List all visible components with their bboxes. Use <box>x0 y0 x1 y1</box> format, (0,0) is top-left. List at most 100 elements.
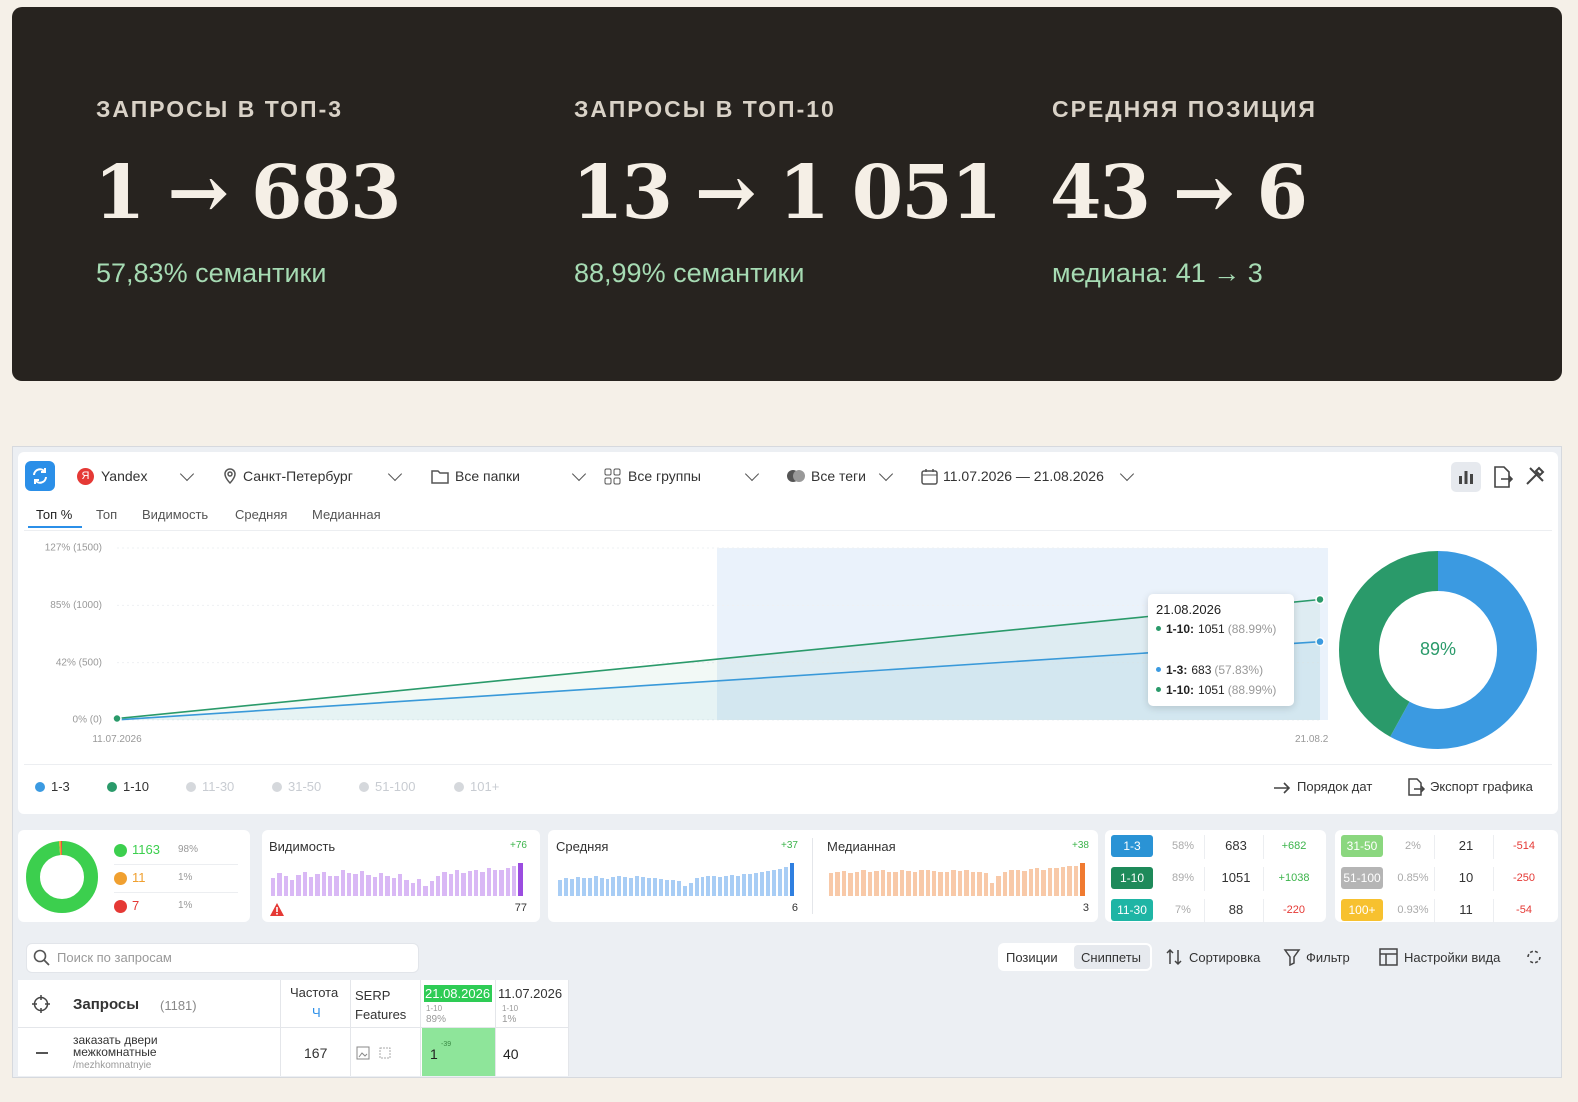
sparkline <box>829 862 1085 896</box>
legend-item[interactable]: 51-100 <box>359 779 415 794</box>
toggle-active <box>1074 945 1150 969</box>
sparkline <box>271 862 523 896</box>
position-cell: 40 <box>503 1046 519 1062</box>
spark-bar <box>653 877 657 896</box>
range-value: 11 <box>1459 902 1473 917</box>
range-value: 10 <box>1458 870 1474 885</box>
spark-bar <box>378 872 384 896</box>
tab[interactable]: Топ % <box>36 507 73 522</box>
filter-button[interactable]: Фильтр <box>1306 950 1350 965</box>
tab[interactable]: Топ <box>96 507 118 522</box>
collapse-icon[interactable] <box>36 1052 48 1054</box>
query-text: заказать двери межкомнатные <box>73 1033 158 1059</box>
view-option[interactable]: Сниппеты <box>1081 950 1142 965</box>
col-divider <box>1493 835 1494 859</box>
spark-bar <box>629 877 634 896</box>
legend-label: 101+ <box>470 779 500 794</box>
spark-bar <box>334 876 339 896</box>
query-url: /mezhkomnatnyie <box>73 1060 152 1071</box>
spark-bar <box>505 867 511 896</box>
tooltip-date: 21.08.2026 <box>1156 602 1222 617</box>
range-share: 2% <box>1405 840 1421 852</box>
col-divider <box>1434 899 1435 923</box>
spark-bar <box>1035 868 1040 896</box>
date-order-button[interactable]: Порядок дат <box>1297 779 1373 794</box>
tab[interactable]: Видимость <box>142 507 209 522</box>
spark-bar <box>467 871 472 896</box>
range-badge: 31-50 <box>1341 835 1383 857</box>
export-icon[interactable] <box>1491 465 1513 489</box>
spark-bar <box>283 876 289 896</box>
y-tick-label: 127% (1500) <box>45 543 102 554</box>
engine-select[interactable]: Yandex <box>101 468 148 484</box>
legend-swatch <box>454 782 464 792</box>
spark-bar <box>397 874 403 896</box>
range-delta: -220 <box>1282 904 1306 916</box>
query-header: Запросы <box>73 996 140 1013</box>
tools-icon[interactable] <box>1524 465 1546 487</box>
tags-select[interactable]: Все теги <box>811 468 866 484</box>
spark-bar <box>558 879 562 896</box>
tab[interactable]: Средняя <box>235 507 288 522</box>
col-divider <box>1493 899 1494 923</box>
range-badge: 51-100 <box>1341 867 1383 889</box>
search-icon <box>33 949 50 966</box>
spark-bar <box>1009 870 1014 896</box>
sort-button[interactable]: Сортировка <box>1189 950 1261 965</box>
search-input[interactable] <box>26 943 419 973</box>
series-line <box>116 598 1321 720</box>
range-delta: -514 <box>1512 840 1536 852</box>
freq-header: Частота <box>290 985 339 1000</box>
spark-bar <box>944 872 950 896</box>
range-value: 88 <box>1228 902 1244 917</box>
spark-bar <box>867 872 873 896</box>
legend-item[interactable]: 11-30 <box>186 779 234 794</box>
legend-item[interactable]: 31-50 <box>272 779 321 794</box>
reset-icon[interactable] <box>1524 947 1544 967</box>
spark-bar <box>759 872 764 896</box>
date-header: 21.08.2026 <box>425 986 491 1001</box>
tooltip-share: (57.83%) <box>1214 663 1264 677</box>
legend-item[interactable]: 1-3 <box>35 779 70 794</box>
tab[interactable]: Медианная <box>312 507 381 522</box>
spark-bar <box>277 872 282 896</box>
spark-bar <box>442 872 447 896</box>
series-point <box>112 713 122 724</box>
spark-bar <box>996 876 1001 896</box>
mini-donut-segment <box>26 841 98 913</box>
bars-icon <box>1459 471 1473 484</box>
x-tick-label: 11.07.2026 <box>92 734 142 745</box>
spark-bar <box>372 876 377 896</box>
tooltip-share: (88.99%) <box>1227 622 1277 636</box>
legend-item[interactable]: 101+ <box>454 779 499 794</box>
y-tick-label: 0% (0) <box>73 715 102 726</box>
spark-bar <box>694 877 699 896</box>
date-header: 11.07.2026 <box>498 986 563 1001</box>
col-divider <box>1493 867 1494 891</box>
date-range-select[interactable]: 11.07.2026 — 21.08.2026 <box>943 468 1104 484</box>
view-settings-button[interactable]: Настройки вида <box>1404 950 1501 965</box>
spark-bar <box>647 878 651 896</box>
query-count: (1181) <box>160 998 197 1013</box>
range-delta: +1038 <box>1278 872 1310 884</box>
folders-select[interactable]: Все папки <box>455 468 520 484</box>
row-divider <box>114 864 238 865</box>
chart-view-button[interactable] <box>1451 462 1481 492</box>
refresh-button[interactable] <box>25 461 55 491</box>
spark-bar <box>321 871 327 896</box>
range-share: 7% <box>1175 904 1191 916</box>
spark-last: 6 <box>791 902 798 914</box>
groups-select[interactable]: Все группы <box>628 468 701 484</box>
tooltip-value: 683 <box>1191 663 1212 677</box>
legend-item[interactable]: 1-10 <box>107 779 149 794</box>
export-chart-button[interactable]: Экспорт графика <box>1430 779 1533 794</box>
view-option[interactable]: Позиции <box>1006 950 1058 965</box>
dot <box>1156 687 1161 692</box>
spark-bar <box>893 872 898 896</box>
spark-title: Средняя <box>556 839 609 854</box>
region-select[interactable]: Санкт-Петербург <box>243 468 353 484</box>
spark-bar <box>641 876 646 896</box>
range-share: 0.85% <box>1397 872 1429 884</box>
range-badge: 11-30 <box>1111 899 1153 921</box>
spark-bar <box>700 876 705 896</box>
